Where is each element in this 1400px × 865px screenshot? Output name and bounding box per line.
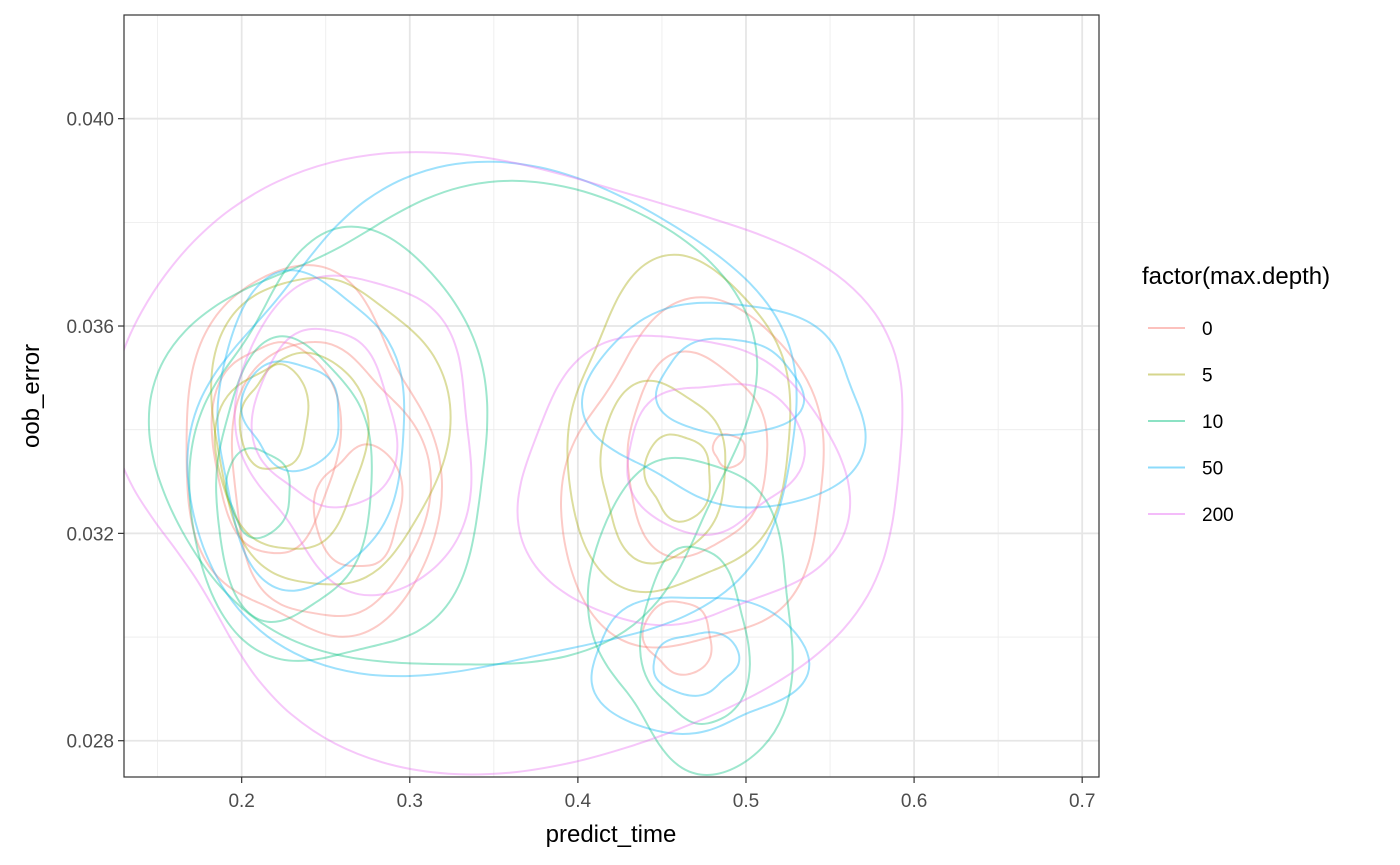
x-tick-label: 0.7 [1069,791,1095,812]
contour-line [210,341,343,555]
contour-line [250,327,399,509]
x-tick-label: 0.4 [565,791,592,812]
contour-line [566,253,792,594]
contour-line [652,631,741,697]
x-tick-label: 0.2 [228,791,254,812]
contour-line [233,274,473,597]
contour-line [643,433,711,523]
contour-line [626,350,769,559]
series-50 [186,160,867,736]
plot-panel [124,15,1099,777]
legend-title: factor(max.depth) [1142,263,1330,290]
y-tick-label: 0.032 [66,524,114,545]
plot-border [123,14,1100,778]
contour-line [186,160,798,678]
x-tick-label: 0.3 [397,791,423,812]
contour-line [188,225,489,662]
legend-label: 50 [1202,459,1223,480]
contour-line [580,301,867,509]
contour-line [516,334,852,627]
legend-label: 200 [1202,505,1234,526]
y-axis: 0.028 0.032 0.036 0.040 [66,110,124,753]
x-tick-label: 0.5 [733,791,759,812]
y-axis-title: oob_error [18,344,45,448]
contour-line [216,269,406,592]
series-5 [210,253,792,594]
legend-label: 5 [1202,366,1213,387]
contour-line [586,456,794,776]
legend-label: 0 [1202,319,1213,340]
contour-line [238,362,310,470]
contour-line [559,296,825,649]
contour-line [124,151,904,776]
contour-line [215,335,373,623]
contour-line [639,545,751,726]
contour-line [626,383,806,537]
legend: factor(max.depth) 0 5 10 50 200 [1142,263,1330,526]
contour-line [654,337,806,437]
y-tick-label: 0.036 [66,317,114,338]
series-10 [147,179,794,776]
contour-line [230,340,433,618]
legend-items: 0 5 10 50 200 [1148,319,1234,526]
y-tick-label: 0.028 [66,732,114,753]
contour-line [225,447,291,540]
grid-major [124,15,1099,777]
x-axis-title: predict_time [546,821,677,848]
contour-line [312,443,404,568]
grid-minor [124,15,1099,777]
legend-label: 10 [1202,412,1223,433]
contour-line [590,596,811,736]
contour-line [210,276,452,586]
contour-line [599,379,727,565]
contour-line [711,433,746,469]
contour-layer [124,151,904,776]
contour-line [147,179,759,666]
series-200 [124,151,904,776]
y-tick-label: 0.040 [66,110,114,131]
contour-line [239,360,340,473]
contour-line [641,600,713,676]
contour-line [213,351,370,550]
series-0 [185,264,825,676]
x-axis: 0.2 0.3 0.4 0.5 0.6 0.7 [228,777,1095,812]
x-tick-label: 0.6 [901,791,927,812]
contour-line [185,264,443,638]
